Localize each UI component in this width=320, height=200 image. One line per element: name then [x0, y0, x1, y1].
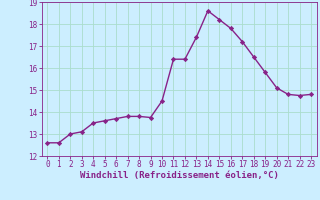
X-axis label: Windchill (Refroidissement éolien,°C): Windchill (Refroidissement éolien,°C): [80, 171, 279, 180]
